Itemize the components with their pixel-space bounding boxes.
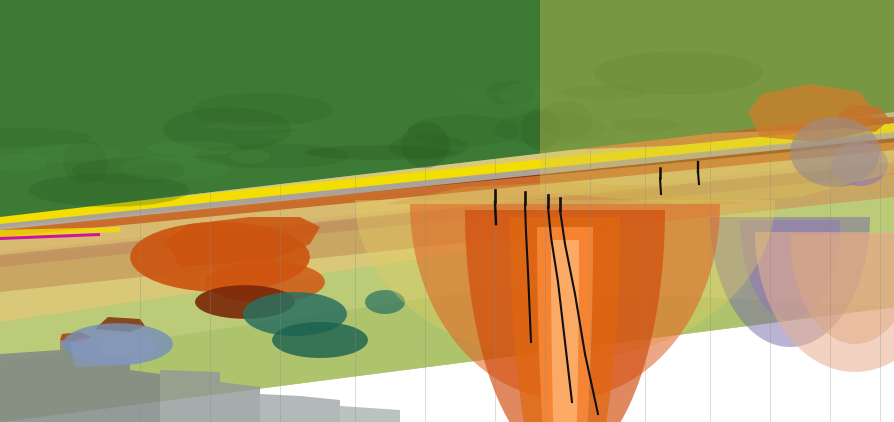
Polygon shape — [205, 261, 325, 303]
Polygon shape — [388, 135, 468, 160]
Polygon shape — [70, 332, 160, 367]
Polygon shape — [739, 220, 839, 320]
Polygon shape — [611, 118, 679, 132]
Polygon shape — [520, 109, 561, 150]
Polygon shape — [493, 112, 605, 145]
Polygon shape — [0, 154, 48, 172]
Polygon shape — [0, 233, 100, 240]
Polygon shape — [539, 0, 894, 204]
Polygon shape — [539, 101, 592, 138]
Polygon shape — [191, 93, 333, 127]
Polygon shape — [0, 187, 894, 422]
Polygon shape — [365, 290, 405, 314]
Polygon shape — [272, 322, 367, 358]
Polygon shape — [340, 406, 400, 422]
Polygon shape — [594, 51, 763, 95]
Polygon shape — [231, 149, 271, 164]
Polygon shape — [60, 332, 92, 343]
Polygon shape — [485, 81, 535, 106]
Polygon shape — [455, 90, 513, 100]
Polygon shape — [0, 134, 894, 227]
Polygon shape — [243, 292, 347, 336]
Polygon shape — [260, 394, 340, 422]
Polygon shape — [0, 104, 894, 137]
Polygon shape — [510, 217, 620, 422]
Polygon shape — [747, 84, 874, 142]
Polygon shape — [0, 227, 120, 237]
Polygon shape — [755, 232, 894, 372]
Polygon shape — [195, 144, 350, 168]
Polygon shape — [195, 285, 295, 319]
Polygon shape — [148, 141, 240, 156]
Polygon shape — [131, 222, 309, 292]
Polygon shape — [0, 127, 93, 147]
Polygon shape — [0, 287, 894, 422]
Polygon shape — [0, 340, 160, 422]
Polygon shape — [649, 0, 894, 112]
Polygon shape — [164, 107, 292, 151]
Polygon shape — [837, 104, 889, 132]
Polygon shape — [355, 200, 774, 360]
Polygon shape — [0, 131, 894, 230]
Polygon shape — [0, 122, 894, 172]
Polygon shape — [789, 117, 879, 187]
Polygon shape — [0, 135, 894, 237]
Polygon shape — [709, 217, 869, 347]
Polygon shape — [204, 122, 309, 130]
Polygon shape — [465, 210, 664, 422]
Polygon shape — [0, 0, 894, 217]
Polygon shape — [160, 370, 260, 422]
Polygon shape — [23, 143, 121, 162]
Polygon shape — [561, 85, 646, 100]
Polygon shape — [164, 217, 320, 267]
Polygon shape — [384, 182, 744, 204]
Polygon shape — [118, 157, 231, 181]
Polygon shape — [401, 122, 450, 168]
Polygon shape — [0, 112, 894, 422]
Polygon shape — [831, 142, 887, 186]
Polygon shape — [789, 234, 894, 344]
Polygon shape — [0, 162, 894, 267]
Polygon shape — [72, 157, 185, 184]
Polygon shape — [305, 145, 456, 160]
Polygon shape — [500, 83, 545, 108]
Polygon shape — [0, 112, 894, 147]
Polygon shape — [95, 317, 145, 332]
Polygon shape — [0, 157, 894, 292]
Polygon shape — [102, 153, 198, 165]
Polygon shape — [63, 323, 173, 365]
Polygon shape — [551, 240, 578, 422]
Polygon shape — [0, 139, 894, 257]
Polygon shape — [536, 227, 593, 422]
Polygon shape — [409, 204, 719, 399]
Polygon shape — [408, 115, 519, 146]
Polygon shape — [0, 117, 894, 157]
Polygon shape — [0, 123, 894, 224]
Polygon shape — [63, 140, 107, 184]
Polygon shape — [30, 173, 190, 207]
Polygon shape — [263, 132, 330, 141]
